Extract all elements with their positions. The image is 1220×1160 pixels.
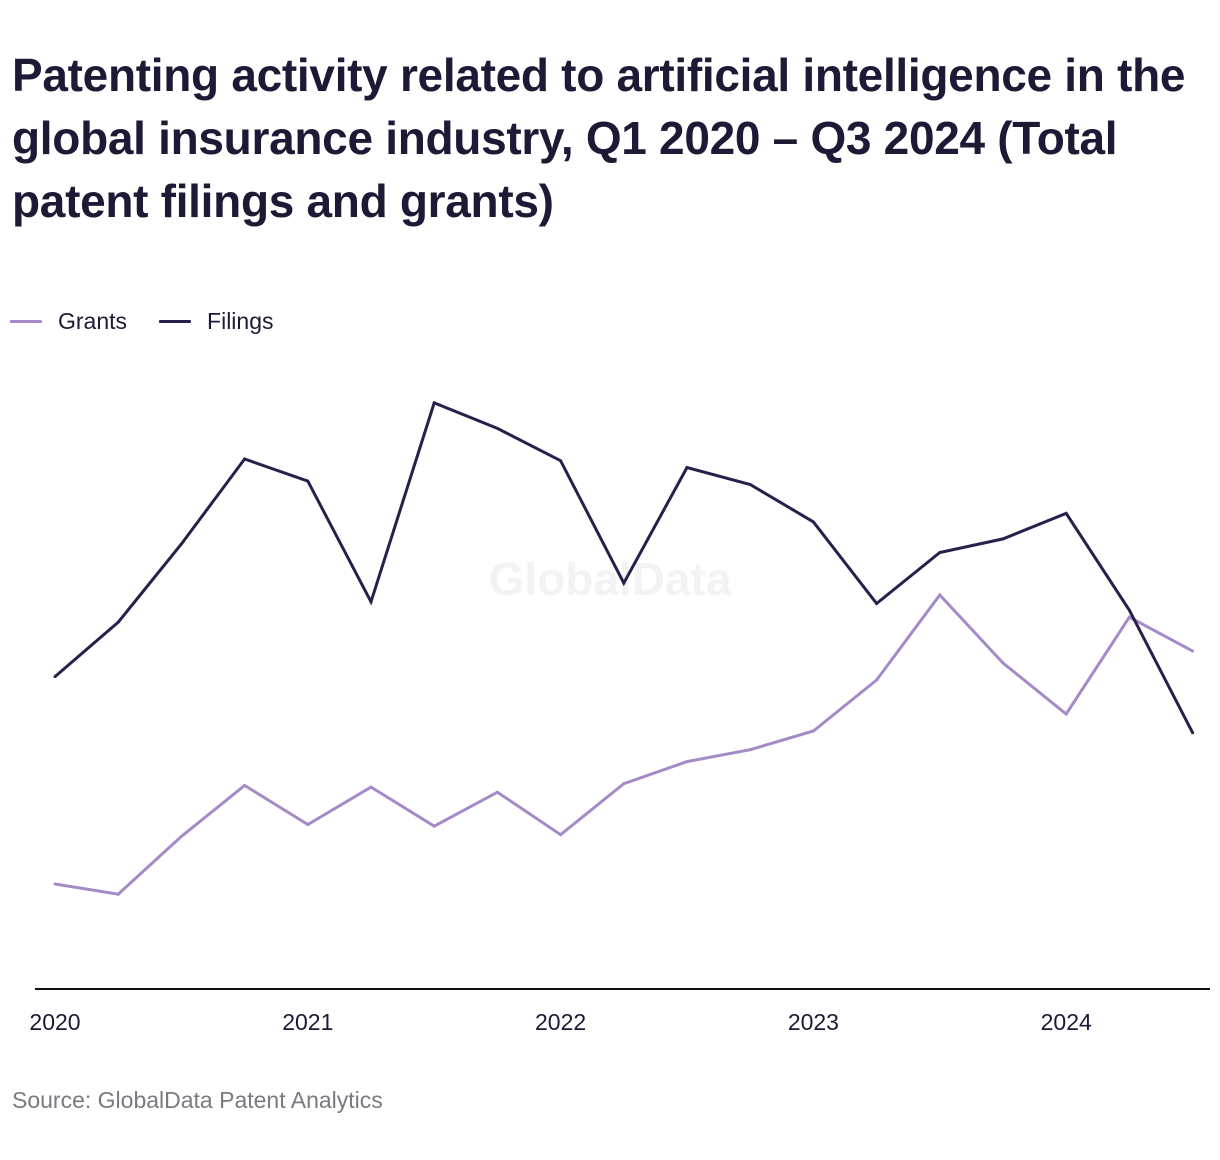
- data-point-filings: [179, 542, 183, 546]
- data-point-grants: [53, 882, 57, 886]
- data-point-grants: [1127, 615, 1131, 619]
- data-point-grants: [559, 833, 563, 837]
- legend-swatch-grants: [10, 319, 42, 323]
- data-point-grants: [1191, 649, 1195, 653]
- data-point-grants: [748, 748, 752, 752]
- data-point-filings: [1001, 537, 1005, 541]
- data-point-filings: [622, 581, 626, 585]
- legend-item-filings: Filings: [159, 307, 274, 335]
- data-point-filings: [748, 483, 752, 486]
- x-tick-label: 2022: [535, 1009, 586, 1035]
- data-point-filings: [306, 479, 310, 483]
- data-point-filings: [243, 457, 247, 461]
- legend-label-grants: Grants: [58, 307, 128, 334]
- data-point-grants: [432, 824, 436, 828]
- data-point-filings: [116, 620, 120, 624]
- data-point-grants: [179, 834, 183, 838]
- data-point-grants: [116, 892, 120, 896]
- data-point-grants: [243, 783, 247, 787]
- x-tick-label: 2024: [1041, 1009, 1092, 1035]
- data-point-filings: [369, 600, 373, 604]
- data-point-filings: [685, 466, 689, 469]
- data-point-grants: [495, 790, 499, 794]
- legend-item-grants: Grants: [10, 308, 127, 335]
- data-point-grants: [685, 760, 689, 764]
- data-point-grants: [875, 678, 879, 682]
- data-point-grants: [938, 593, 942, 597]
- series-line-grants: [54, 592, 1194, 896]
- data-point-filings: [495, 426, 499, 430]
- data-point-filings: [432, 401, 436, 405]
- data-point-filings: [1191, 731, 1195, 735]
- data-point-filings: [875, 602, 879, 605]
- data-point-filings: [938, 551, 942, 554]
- data-point-grants: [1064, 712, 1068, 716]
- data-point-filings: [1064, 511, 1068, 515]
- data-point-grants: [1001, 661, 1005, 665]
- data-point-filings: [559, 459, 563, 463]
- x-tick-label: 2021: [282, 1009, 333, 1035]
- data-point-grants: [369, 785, 373, 789]
- data-point-grants: [306, 823, 310, 826]
- x-tick-label: 2023: [788, 1009, 839, 1035]
- data-point-grants: [811, 729, 815, 733]
- legend: Grants Filings: [10, 306, 306, 336]
- x-tick-label: 2020: [29, 1009, 80, 1035]
- data-point-grants: [622, 782, 626, 786]
- data-point-filings: [53, 675, 57, 679]
- legend-swatch-filings: [159, 319, 192, 323]
- watermark: GlobalData: [489, 553, 732, 605]
- data-point-filings: [1127, 608, 1131, 612]
- series-layer: [53, 400, 1195, 896]
- legend-label-filings: Filings: [207, 307, 274, 334]
- chart-title: Patenting activity related to artificial…: [12, 49, 1186, 227]
- x-axis-ticks: 2020 2021 2022 2023 2024: [29, 1009, 1092, 1035]
- data-point-filings: [811, 520, 815, 524]
- source-note: Source: GlobalData Patent Analytics: [12, 1087, 383, 1113]
